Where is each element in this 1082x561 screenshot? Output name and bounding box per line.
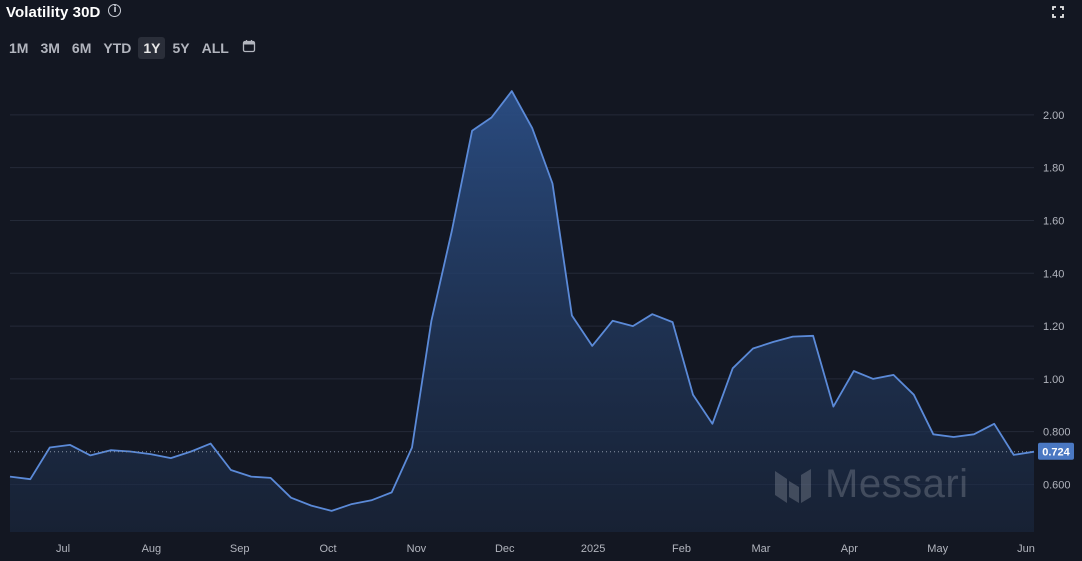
calendar-icon[interactable] [242,39,256,53]
y-tick-label: 0.800 [1043,427,1071,439]
y-tick-label: 1.60 [1043,215,1064,227]
range-button-ytd[interactable]: YTD [103,40,132,56]
y-tick-label: 1.20 [1043,321,1064,333]
x-tick-label: Oct [320,543,337,555]
x-tick-label: Nov [407,543,427,555]
messari-logo-icon [775,468,811,503]
chart-title: Volatility 30D [6,4,101,21]
y-tick-label: 2.00 [1043,110,1064,122]
range-button-3m[interactable]: 3M [40,40,60,56]
watermark-brand: Messari [825,462,969,506]
volatility-area-fill [10,91,1034,532]
range-button-1y[interactable]: 1Y [138,37,166,59]
x-tick-label: Aug [142,543,162,555]
range-button-all[interactable]: ALL [201,40,229,56]
x-tick-label: May [927,543,948,555]
y-tick-label: 1.40 [1043,268,1064,280]
range-button-5y[interactable]: 5Y [172,40,190,56]
x-tick-label: Feb [672,543,691,555]
time-range-selector: 1M 3M 6M YTD 1Y 5Y ALL [4,37,256,59]
range-button-1m[interactable]: 1M [9,40,29,56]
chart-header: Volatility 30D i [6,4,122,21]
y-tick-label: 0.600 [1043,479,1071,491]
x-tick-label: Jul [56,543,70,555]
volatility-series-line [9,90,1035,512]
x-tick-label: Dec [495,543,515,555]
fullscreen-icon[interactable] [1052,6,1064,18]
x-tick-label: 2025 [581,543,605,555]
range-button-6m[interactable]: 6M [71,40,92,56]
current-value-label: 0.724 [1042,447,1070,459]
info-icon[interactable]: i [108,4,122,17]
messari-watermark: Messari [773,462,969,507]
current-value-tag [1038,442,1074,460]
y-tick-label: 1.80 [1043,163,1064,175]
x-tick-label: Sep [230,543,250,555]
x-tick-label: Mar [752,543,771,555]
x-tick-label: Jun [1017,543,1035,555]
x-tick-label: Apr [841,543,858,555]
y-tick-label: 1.00 [1043,374,1064,386]
